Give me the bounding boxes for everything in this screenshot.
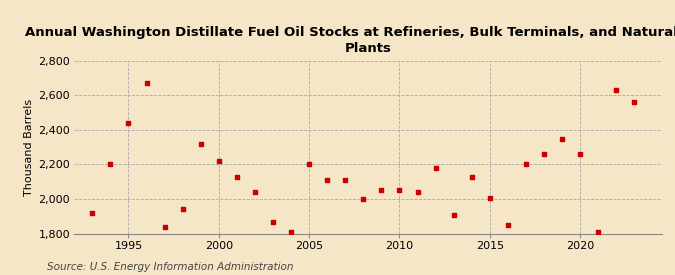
Point (502, 223, 513, 227)
Point (213, 159, 224, 163)
Point (123, 121, 134, 125)
Point (286, 230, 296, 234)
Point (195, 141, 206, 146)
Point (430, 166, 441, 170)
Point (232, 174, 242, 179)
Point (304, 162, 315, 167)
Point (178, 207, 188, 212)
Point (448, 213, 459, 217)
Point (539, 152, 549, 156)
Point (394, 188, 405, 192)
Text: Source: U.S. Energy Information Administration: Source: U.S. Energy Information Administ… (47, 262, 294, 272)
Point (629, 100, 640, 104)
Title: Annual Washington Distillate Fuel Oil Stocks at Refineries, Bulk Terminals, and : Annual Washington Distillate Fuel Oil St… (26, 26, 675, 55)
Point (557, 137, 568, 142)
Point (575, 152, 586, 156)
Point (105, 162, 116, 167)
Point (593, 230, 603, 234)
Point (520, 162, 531, 167)
Point (159, 225, 170, 229)
Point (466, 174, 477, 179)
Point (267, 219, 278, 224)
Point (322, 178, 333, 182)
Point (485, 196, 495, 200)
Point (250, 190, 261, 194)
Point (611, 88, 622, 92)
Point (141, 81, 152, 85)
Point (412, 190, 423, 194)
Y-axis label: Thousand Barrels: Thousand Barrels (24, 98, 34, 196)
Point (376, 188, 387, 192)
Point (358, 197, 369, 201)
Point (340, 178, 351, 182)
Point (87, 211, 98, 215)
